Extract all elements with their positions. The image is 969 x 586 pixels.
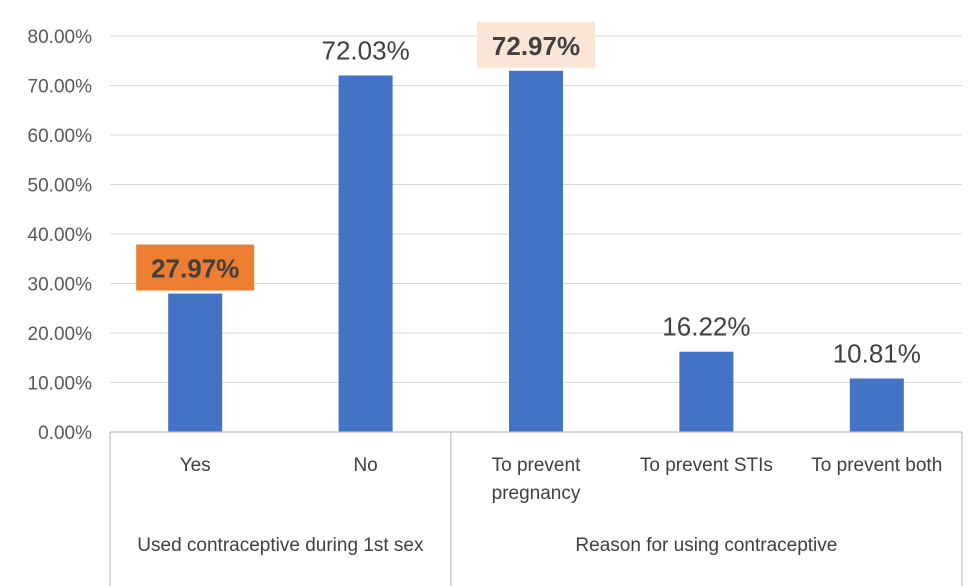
category-axis: Yes No To prevent pregnancy To prevent STIs T… [109, 431, 963, 586]
category-label: To prevent STIs [640, 455, 773, 476]
y-axis-ticks: 0.00% 10.00% 20.00% 30.00% 40.00% 50.00% 60.00… [28, 27, 93, 444]
data-label: 72.03% [322, 35, 410, 65]
data-label: 10.81% [833, 338, 921, 368]
group-label: Reason for using contraceptive [575, 535, 837, 556]
bar [338, 75, 393, 432]
data-label-highlight [136, 244, 255, 291]
data-label-highlight [477, 21, 595, 68]
data-label: 72.97% [492, 31, 580, 61]
category-label: To prevent pregnancy [492, 455, 581, 504]
y-tick-label: 80.00% [28, 27, 93, 48]
category-label: No [353, 455, 377, 476]
data-label: 16.22% [662, 312, 750, 342]
bar [168, 293, 223, 432]
category-label: Yes [180, 455, 211, 476]
bar [509, 70, 563, 433]
y-tick-label: 10.00% [28, 374, 93, 395]
data-label: 27.97% [151, 254, 239, 284]
y-tick-label: 20.00% [28, 324, 93, 345]
bar [849, 378, 904, 432]
y-tick-label: 40.00% [28, 225, 93, 246]
y-tick-label: 50.00% [28, 176, 93, 197]
group-label: Used contraceptive during 1st sex [137, 535, 424, 556]
y-tick-label: 0.00% [38, 423, 92, 444]
bars [168, 70, 904, 433]
data-labels: 27.97% 72.03% 72.97% 16.22% 10.81% [136, 21, 921, 368]
category-label: To prevent both [811, 455, 942, 476]
y-tick-label: 70.00% [28, 77, 93, 98]
y-tick-label: 30.00% [28, 275, 93, 296]
bar [679, 351, 734, 432]
y-tick-label: 60.00% [28, 126, 93, 147]
